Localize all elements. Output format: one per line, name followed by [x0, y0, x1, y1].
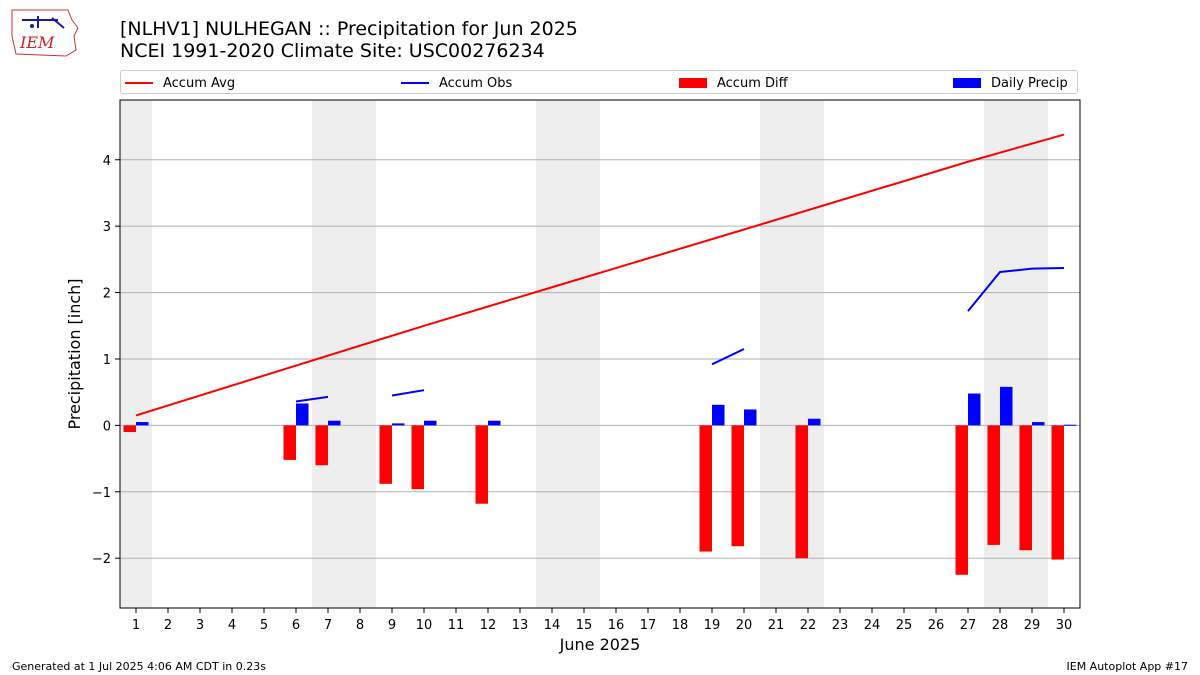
- x-tick-label: 20: [736, 618, 753, 633]
- y-tick-label: 4: [103, 154, 111, 169]
- x-tick-label: 16: [608, 618, 625, 633]
- x-tick-label: 22: [800, 618, 817, 633]
- plot-frame: [119, 99, 1081, 609]
- x-tick-label: 25: [896, 618, 913, 633]
- iem-logo: IEM: [11, 9, 79, 57]
- x-tick-label: 9: [388, 618, 396, 633]
- y-tick-label: 3: [103, 220, 111, 235]
- x-tick-label: 4: [228, 618, 236, 633]
- generated-timestamp: Generated at 1 Jul 2025 4:06 AM CDT in 0…: [12, 660, 266, 673]
- y-tick-label: 1: [103, 353, 111, 368]
- legend-item-daily-precip: Daily Precip: [953, 74, 1068, 92]
- line-accum-obs: [711, 348, 745, 366]
- bar-daily-precip: [744, 409, 757, 426]
- bar-accum-diff: [795, 425, 808, 559]
- weekend-band: [536, 100, 600, 608]
- legend-item-accum-diff: Accum Diff: [679, 74, 788, 92]
- legend-item-accum-obs: Accum Obs: [401, 74, 512, 92]
- bar-daily-precip: [1000, 386, 1013, 426]
- bar-accum-diff: [955, 425, 968, 575]
- legend-label-accum-diff: Accum Diff: [717, 75, 788, 91]
- x-tick-label: 3: [196, 618, 204, 633]
- x-tick-label: 19: [704, 618, 721, 633]
- bar-accum-diff: [123, 425, 136, 433]
- x-tick-label: 7: [324, 618, 332, 633]
- y-axis-label: Precipitation [inch]: [65, 278, 84, 429]
- bar-accum-diff: [411, 425, 424, 490]
- weekend-band: [760, 100, 824, 608]
- x-tick-label: 12: [480, 618, 497, 633]
- y-tick-label: 0: [103, 419, 111, 434]
- x-tick-label: 10: [416, 618, 433, 633]
- x-tick-label: 2: [164, 618, 172, 633]
- y-tick-label: 2: [103, 287, 111, 302]
- bar-daily-precip: [488, 420, 501, 426]
- x-tick-label: 6: [292, 618, 300, 633]
- bar-daily-precip: [328, 420, 341, 426]
- line-accum-avg: [135, 133, 1065, 417]
- x-tick-label: 30: [1056, 618, 1073, 633]
- bar-accum-diff: [987, 425, 1000, 545]
- line-accum-obs: [391, 389, 425, 397]
- legend-swatch-accum-avg: [125, 82, 153, 84]
- bar-daily-precip: [1064, 424, 1077, 426]
- x-tick-label: 15: [576, 618, 593, 633]
- bar-accum-diff: [283, 425, 296, 460]
- bar-daily-precip: [296, 403, 309, 426]
- x-tick-label: 26: [928, 618, 945, 633]
- x-tick-label: 27: [960, 618, 977, 633]
- weekend-band: [120, 100, 152, 608]
- weekend-band: [984, 100, 1048, 608]
- bar-accum-diff: [731, 425, 744, 547]
- y-tick-label: −1: [92, 486, 111, 501]
- x-tick-label: 21: [768, 618, 785, 633]
- bar-accum-diff: [1051, 425, 1064, 560]
- legend-swatch-accum-diff: [679, 78, 707, 88]
- x-tick-label: 23: [832, 618, 849, 633]
- bar-daily-precip: [424, 420, 437, 426]
- x-tick-label: 17: [640, 618, 657, 633]
- app-credit: IEM Autoplot App #17: [1066, 660, 1189, 673]
- chart-subtitle: NCEI 1991-2020 Climate Site: USC00276234: [120, 40, 545, 62]
- x-tick-label: 13: [512, 618, 529, 633]
- legend-label-accum-obs: Accum Obs: [439, 75, 513, 91]
- bar-accum-diff: [379, 425, 392, 484]
- bar-daily-precip: [136, 422, 149, 426]
- x-tick-label: 24: [864, 618, 881, 633]
- x-axis-label: June 2025: [559, 635, 641, 654]
- legend-item-accum-avg: Accum Avg: [125, 74, 235, 92]
- bar-daily-precip: [808, 418, 821, 426]
- x-tick-label: 29: [1024, 618, 1041, 633]
- bar-accum-diff: [315, 425, 328, 466]
- legend-swatch-daily-precip: [953, 78, 981, 88]
- bar-accum-diff: [475, 425, 488, 504]
- x-tick-label: 18: [672, 618, 689, 633]
- line-accum-obs: [295, 395, 329, 403]
- bar-accum-diff: [699, 425, 712, 552]
- x-tick-label: 28: [992, 618, 1009, 633]
- y-tick-label: −2: [92, 552, 111, 567]
- bar-daily-precip: [968, 393, 981, 426]
- x-tick-label: 1: [132, 618, 140, 633]
- legend-label-daily-precip: Daily Precip: [991, 75, 1068, 91]
- x-tick-label: 14: [544, 618, 561, 633]
- bar-daily-precip: [1032, 422, 1045, 426]
- line-accum-obs: [967, 267, 1065, 312]
- x-tick-label: 11: [448, 618, 465, 633]
- legend-label-accum-avg: Accum Avg: [163, 75, 236, 91]
- chart-title: [NLHV1] NULHEGAN :: Precipitation for Ju…: [120, 18, 578, 40]
- svg-text:IEM: IEM: [19, 33, 55, 52]
- bar-daily-precip: [712, 404, 725, 426]
- legend-swatch-accum-obs: [401, 82, 429, 84]
- bar-daily-precip: [392, 423, 405, 426]
- legend: Accum Avg Accum Obs Accum Diff Daily Pre…: [120, 70, 1078, 94]
- weekend-band: [312, 100, 376, 608]
- bar-accum-diff: [1019, 425, 1032, 551]
- x-tick-label: 8: [356, 618, 364, 633]
- x-tick-label: 5: [260, 618, 268, 633]
